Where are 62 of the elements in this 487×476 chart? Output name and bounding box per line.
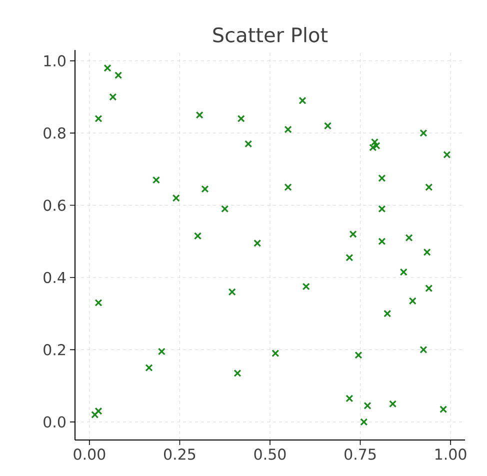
y-tick-label: 0.8 (44, 127, 66, 139)
point (284, 183, 292, 191)
point (425, 284, 433, 292)
point (420, 129, 428, 137)
point (221, 205, 229, 213)
point (145, 364, 153, 372)
x-tick-label: 0.00 (74, 448, 106, 460)
point (389, 400, 397, 408)
point (298, 96, 306, 104)
point (94, 114, 102, 122)
y-tick-label: 0.0 (44, 416, 66, 428)
point (158, 348, 166, 356)
point (369, 144, 377, 152)
point (244, 140, 252, 148)
point (194, 232, 202, 240)
point (349, 230, 357, 238)
point (94, 407, 102, 415)
point (94, 298, 102, 307)
x-tick-label: 0.25 (164, 448, 196, 460)
point (172, 194, 180, 202)
point (302, 282, 310, 290)
point (324, 122, 332, 130)
point (408, 297, 416, 305)
point (91, 410, 99, 418)
point (234, 369, 242, 377)
point (346, 394, 354, 402)
point (152, 176, 160, 184)
point (346, 254, 354, 262)
point (378, 238, 386, 246)
y-tick-label: 0.2 (44, 344, 65, 356)
y-tick-label: 0.4 (44, 272, 66, 284)
point (378, 205, 386, 213)
point (354, 351, 362, 359)
y-tick-label: 1.0 (44, 55, 66, 67)
point (405, 234, 413, 242)
point (400, 268, 408, 276)
point (272, 350, 280, 358)
point (114, 72, 122, 80)
point (425, 183, 433, 191)
point (109, 93, 117, 101)
point (284, 126, 292, 134)
point (364, 402, 372, 410)
point (360, 418, 368, 426)
point (228, 288, 236, 296)
x-tick-label: 0.75 (344, 448, 376, 460)
point (440, 406, 448, 414)
chart-title: Scatter Plot (213, 26, 328, 42)
point (201, 185, 209, 193)
point (443, 150, 451, 158)
point (384, 310, 392, 318)
point (378, 174, 386, 182)
point (370, 138, 378, 146)
point (237, 114, 245, 122)
point (372, 142, 380, 150)
x-tick-label: 1.00 (436, 448, 466, 460)
point (423, 248, 431, 256)
point (254, 239, 262, 247)
x-tick-label: 0.50 (254, 448, 286, 460)
point (196, 111, 204, 119)
point (104, 64, 112, 72)
y-tick-label: 0.6 (44, 200, 66, 211)
point (420, 346, 428, 354)
